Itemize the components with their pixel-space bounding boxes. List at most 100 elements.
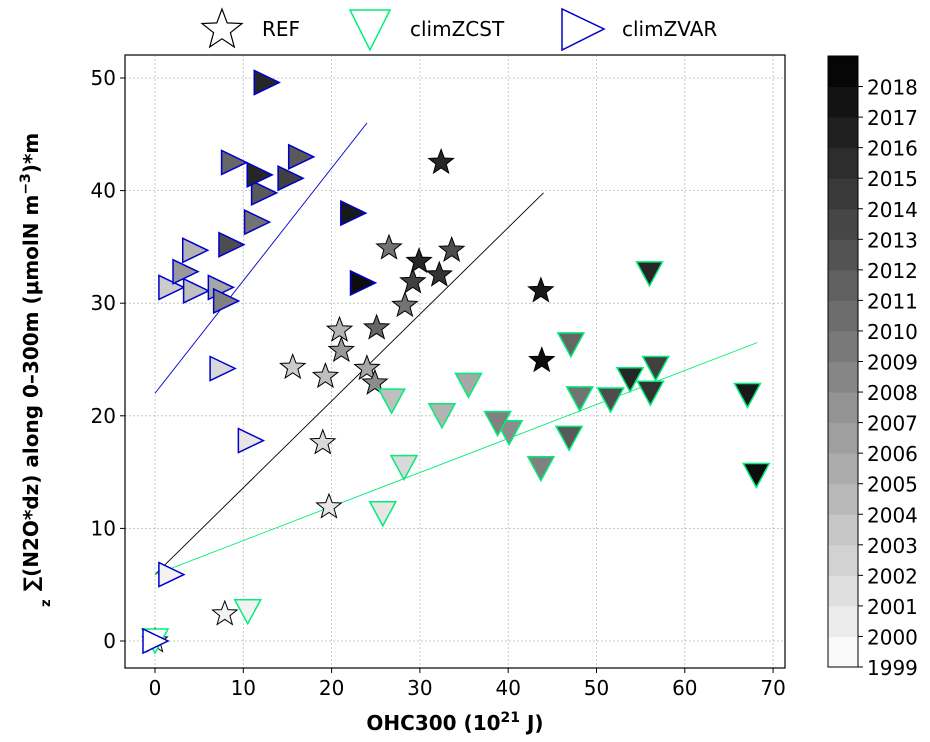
legend-label-climzvar: climZVAR: [622, 17, 717, 41]
data-point-triangle-down: [615, 367, 645, 394]
star-icon: [200, 7, 244, 49]
y-tick-label: 0: [103, 629, 116, 653]
colorbar-level: [828, 483, 858, 515]
legend-label-climzcst: climZCST: [410, 17, 505, 41]
plot-frame: [124, 54, 786, 669]
y-axis-label-subscript: z: [39, 599, 54, 607]
x-tick-label: 30: [407, 676, 432, 700]
legend-label-ref: REF: [262, 17, 300, 41]
data-point-triangle-right: [209, 355, 237, 382]
data-point-triangle-right: [172, 258, 200, 285]
y-tick-label: 30: [91, 291, 116, 315]
fit-line-climzvar: [154, 122, 368, 394]
data-point-triangle-down: [483, 410, 512, 438]
colorbar-tick-label: 2008: [867, 381, 918, 405]
triangle-down-icon: [348, 9, 392, 52]
data-point-triangle-down: [526, 455, 556, 483]
data-point-triangle-down: [377, 388, 406, 415]
y-tick-label: 20: [91, 404, 116, 428]
colorbar-tick-label: 2010: [867, 320, 918, 344]
data-point-star: [528, 346, 556, 373]
grid: [125, 55, 785, 668]
data-point-triangle-right: [253, 69, 281, 96]
data-point-triangle-right: [340, 199, 368, 227]
data-point-triangle-down: [554, 425, 584, 452]
colorbar-tick-label: 2006: [867, 442, 918, 466]
data-point-triangle-right: [349, 269, 378, 297]
colorbar-level: [828, 239, 858, 271]
axis-ticks: 0 10 20 30 40 50 60 70 0 10 20 30 40 50: [91, 66, 786, 700]
triangle-right-icon: [561, 7, 606, 52]
data-point-star: [427, 147, 455, 175]
data-point-triangle-down: [233, 598, 262, 626]
data-point-triangle-right: [182, 277, 211, 305]
colorbar-level: [828, 117, 858, 149]
data-point-triangle-down: [427, 403, 457, 430]
data-point-star: [279, 352, 307, 380]
data-points: [140, 69, 771, 655]
colorbar-level: [828, 300, 858, 332]
colorbar-tick-label: 2013: [867, 228, 918, 252]
colorbar-level: [828, 86, 858, 118]
data-point-star: [391, 291, 419, 318]
data-point-triangle-right: [158, 274, 186, 301]
colorbar-tick-label: 2009: [867, 351, 918, 375]
colorbar-level: [828, 330, 858, 362]
data-point-star: [309, 428, 337, 455]
colorbar-level: [828, 361, 858, 393]
colorbar-tick-label: 2004: [867, 503, 918, 527]
data-point-star: [399, 267, 427, 294]
data-point-triangle-down: [565, 386, 594, 413]
data-point-triangle-down: [596, 387, 625, 414]
fit-line-ref: [154, 192, 544, 575]
fit-line-climzcst: [154, 342, 758, 575]
data-point-star: [327, 336, 356, 363]
data-point-triangle-down: [454, 372, 483, 399]
data-point-triangle-down: [733, 382, 762, 410]
colorbar-tick-label: 2017: [867, 106, 918, 130]
series-climzcst: [140, 261, 771, 655]
colorbar-tick-label: 2000: [867, 625, 918, 649]
data-point-triangle-down: [636, 380, 665, 407]
data-point-triangle-right: [277, 165, 305, 192]
data-point-triangle-right: [158, 561, 186, 588]
colorbar-level: [828, 636, 858, 668]
data-point-triangle-right: [287, 143, 316, 171]
colorbar-tick-label: 2014: [867, 198, 918, 222]
colorbar-level: [828, 392, 858, 424]
colorbar-level: [828, 575, 858, 607]
data-point-triangle-down: [641, 355, 670, 383]
data-point-star: [405, 247, 433, 274]
data-point-triangle-down: [556, 332, 586, 359]
colorbar-level: [828, 453, 858, 485]
data-point-star: [425, 260, 454, 287]
colorbar-tick-label: 2002: [867, 564, 918, 588]
data-point-star: [311, 361, 340, 389]
y-tick-label: 50: [91, 66, 116, 90]
data-point-triangle-down: [635, 261, 664, 288]
data-point-star: [211, 599, 239, 626]
data-point-triangle-right: [142, 627, 170, 655]
data-point-star: [361, 368, 389, 395]
colorbar-tick-label: 2007: [867, 412, 918, 436]
data-point-triangle-right: [218, 231, 246, 258]
legend: REF climZCST climZVAR: [200, 7, 717, 52]
data-point-triangle-right: [243, 208, 272, 236]
colorbar-level: [828, 208, 858, 240]
colorbar-tick-label: 2012: [867, 259, 918, 283]
colorbar-level: [828, 605, 858, 637]
legend-item-climzcst: climZCST: [348, 9, 505, 52]
data-point-star: [353, 354, 381, 381]
data-point-star: [437, 235, 466, 262]
data-point-triangle-right: [246, 161, 274, 189]
series-climzvar: [142, 69, 378, 655]
legend-item-climzvar: climZVAR: [561, 7, 717, 52]
data-point-star: [362, 313, 391, 340]
data-point-triangle-down: [368, 501, 398, 528]
y-axis-label: ∑(N2O*dz) along 0–300m (μmolN m−3)*m: [18, 133, 43, 592]
data-point-triangle-right: [220, 149, 249, 176]
colorbar-tick-label: 2003: [867, 534, 918, 558]
data-point-triangle-right: [212, 287, 241, 315]
x-axis-label: OHC300 (1021 J): [366, 710, 543, 735]
